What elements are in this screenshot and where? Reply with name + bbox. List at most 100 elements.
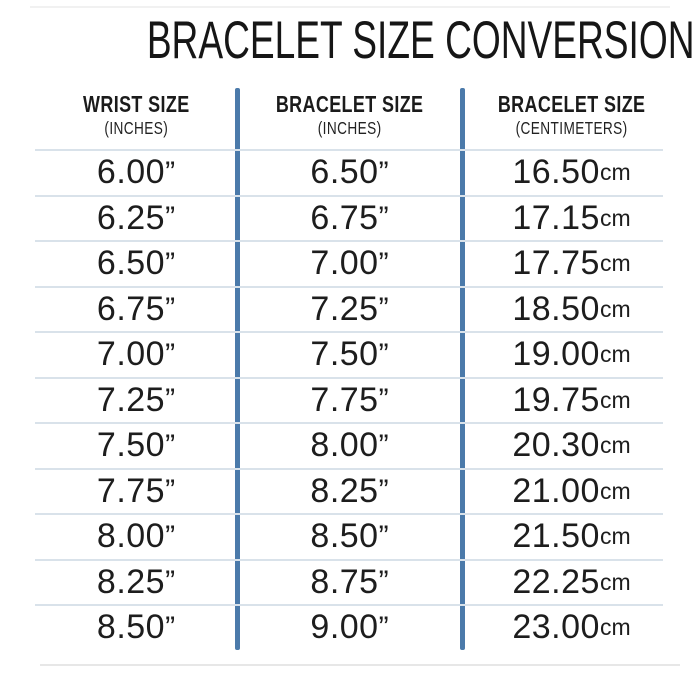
inches-symbol: ” [165,565,176,599]
column-header-label: BRACELET SIZE [275,91,424,118]
wrist-size-value: 7.00 [96,335,166,374]
table-row: 7.50” 8.00” 20.30 cm [35,422,663,468]
wrist-size-cell: 7.75” [35,470,237,514]
inches-symbol: ” [165,246,176,280]
inches-symbol: ” [378,292,389,326]
table-body: 6.00” 6.50” 16.50 cm 6.25” 6.75” 17.15 cm … [35,149,663,650]
cm-suffix: cm [599,386,631,413]
bracelet-size-inches-cell: 8.75” [237,561,462,605]
inches-symbol: ” [165,201,176,235]
column-header-bracelet-size-cm: BRACELET SIZE (CENTIMETERS) [462,85,663,145]
inches-symbol: ” [165,383,176,417]
bracelet-size-inches-cell: 7.50” [237,333,462,377]
bracelet-size-cm-value: 16.50 [512,153,600,192]
bracelet-size-inches-cell: 7.25” [237,288,462,332]
bracelet-size-cm-value: 17.15 [512,198,600,237]
inches-symbol: ” [165,610,176,644]
bracelet-size-cm-cell: 17.15 cm [462,197,663,241]
bracelet-size-cm-value: 20.30 [512,426,600,465]
wrist-size-value: 8.00 [96,517,166,556]
cm-suffix: cm [599,523,631,550]
column-header-sublabel: (INCHES) [104,117,168,138]
inches-symbol: ” [165,155,176,189]
wrist-size-value: 8.25 [96,562,166,601]
table-row: 6.00” 6.50” 16.50 cm [35,149,663,195]
column-header-inner: WRIST SIZE (INCHES) [82,91,190,138]
bracelet-size-inches-cell: 8.00” [237,424,462,468]
table-row: 7.00” 7.50” 19.00 cm [35,331,663,377]
inches-symbol: ” [165,337,176,371]
cm-suffix: cm [599,568,631,595]
wrist-size-cell: 7.25” [35,379,237,423]
table-row: 8.25” 8.75” 22.25 cm [35,558,663,605]
bracelet-size-cm-cell: 23.00 cm [462,606,663,650]
cm-suffix: cm [599,341,631,368]
column-header-inner: BRACELET SIZE (CENTIMETERS) [497,91,646,138]
bracelet-size-inches-value: 8.50 [310,517,379,556]
bracelet-size-cm-value: 21.50 [512,517,600,556]
column-header-wrist-size: WRIST SIZE (INCHES) [35,85,237,145]
wrist-size-cell: 6.00” [35,151,237,195]
table-row: 8.50” 9.00” 23.00 cm [35,604,663,650]
table-row: 6.25” 6.75” 17.15 cm [35,194,663,241]
bracelet-size-inches-value: 7.00 [310,244,379,283]
inches-symbol: ” [378,519,389,553]
column-divider-left [235,88,240,650]
inches-symbol: ” [378,155,389,189]
bracelet-size-inches-value: 9.00 [310,608,379,647]
bracelet-size-inches-cell: 7.75” [237,379,462,423]
column-header-sublabel: (INCHES) [317,117,382,138]
table-row: 6.50” 7.00” 17.75 cm [35,240,663,286]
bracelet-size-inches-cell: 8.25” [237,470,462,514]
cm-suffix: cm [599,614,631,641]
bracelet-size-inches-value: 6.75 [310,198,379,237]
inches-symbol: ” [378,201,389,235]
column-header-bracelet-size-inches: BRACELET SIZE (INCHES) [237,85,462,145]
bracelet-size-cm-value: 23.00 [512,608,600,647]
bracelet-size-inches-cell: 7.00” [237,242,462,286]
bracelet-size-inches-cell: 6.50” [237,151,462,195]
wrist-size-cell: 6.75” [35,288,237,332]
inches-symbol: ” [378,610,389,644]
table-header: WRIST SIZE (INCHES) BRACELET SIZE (INCHE… [35,85,663,145]
wrist-size-cell: 7.50” [35,424,237,468]
bracelet-size-inches-value: 8.25 [310,471,379,510]
bracelet-size-inches-value: 8.00 [310,426,379,465]
column-header-label: WRIST SIZE [82,91,190,118]
table-row: 8.00” 8.50” 21.50 cm [35,513,663,559]
cm-suffix: cm [599,432,631,459]
wrist-size-cell: 6.25” [35,197,237,241]
wrist-size-cell: 8.00” [35,515,237,559]
column-divider-right [460,88,465,650]
inches-symbol: ” [378,428,389,462]
wrist-size-value: 6.00 [96,153,166,192]
top-faint-divider [30,6,670,8]
inches-symbol: ” [378,246,389,280]
bracelet-size-cm-cell: 21.00 cm [462,470,663,514]
page-title-text: BRACELET SIZE CONVERSION CHART [146,11,700,70]
wrist-size-value: 8.50 [96,608,166,647]
bracelet-size-inches-cell: 6.75” [237,197,462,241]
inches-symbol: ” [378,565,389,599]
table-row: 6.75” 7.25” 18.50 cm [35,285,663,332]
column-header-label: BRACELET SIZE [497,91,646,118]
cm-suffix: cm [599,204,631,231]
inches-symbol: ” [165,519,176,553]
wrist-size-cell: 8.25” [35,561,237,605]
bracelet-size-cm-cell: 17.75 cm [462,242,663,286]
bracelet-size-cm-cell: 19.00 cm [462,333,663,377]
cm-suffix: cm [599,295,631,322]
inches-symbol: ” [378,474,389,508]
bracelet-size-inches-value: 7.50 [310,335,379,374]
wrist-size-cell: 8.50” [35,606,237,650]
cm-suffix: cm [599,159,631,186]
bracelet-size-cm-cell: 19.75 cm [462,379,663,423]
column-header-sublabel: (CENTIMETERS) [515,117,628,138]
bracelet-size-cm-cell: 16.50 cm [462,151,663,195]
bracelet-size-cm-value: 21.00 [512,471,600,510]
page-title: BRACELET SIZE CONVERSION CHART [0,14,700,67]
inches-symbol: ” [378,337,389,371]
bracelet-size-inches-value: 6.50 [310,153,379,192]
table-row: 7.75” 8.25” 21.00 cm [35,467,663,514]
